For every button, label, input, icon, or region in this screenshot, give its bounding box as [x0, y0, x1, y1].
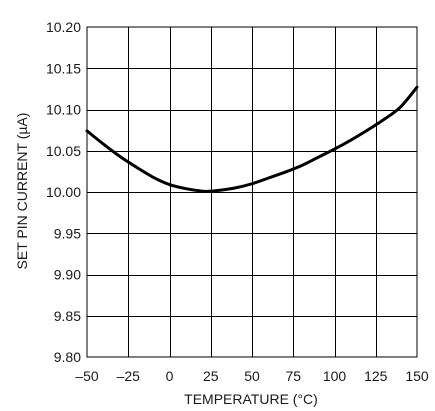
y-tick-label: 10.20	[46, 19, 81, 35]
x-tick-label: 25	[203, 368, 219, 384]
x-tick-label: 50	[244, 368, 260, 384]
x-tick-label: 100	[323, 368, 347, 384]
x-tick-label: 125	[364, 368, 388, 384]
x-tick-labels: –50 –25 0 25 50 75 100 125 150	[75, 368, 429, 384]
x-tick-label: 0	[166, 368, 174, 384]
y-tick-label: 9.90	[54, 267, 81, 283]
x-tick-label: 150	[405, 368, 429, 384]
y-tick-label: 10.05	[46, 143, 81, 159]
y-tick-label: 9.80	[54, 349, 81, 365]
y-axis-title: SET PIN CURRENT (µA)	[14, 113, 30, 270]
y-tick-label: 9.95	[54, 225, 81, 241]
grid	[87, 27, 417, 357]
x-tick-label: –25	[117, 368, 141, 384]
y-tick-label: 10.15	[46, 60, 81, 76]
x-tick-label: –50	[75, 368, 99, 384]
y-tick-label: 9.85	[54, 308, 81, 324]
x-axis-title: TEMPERATURE (°C)	[184, 391, 318, 407]
series-line	[85, 85, 419, 193]
y-tick-label: 10.10	[46, 102, 81, 118]
curves	[85, 85, 419, 193]
plot-frame	[86, 26, 418, 358]
y-tick-label: 10.00	[46, 184, 81, 200]
y-tick-labels: 10.20 10.15 10.10 10.05 10.00 9.95 9.90 9.85 9.8…	[46, 19, 81, 365]
x-tick-label: 75	[285, 368, 301, 384]
